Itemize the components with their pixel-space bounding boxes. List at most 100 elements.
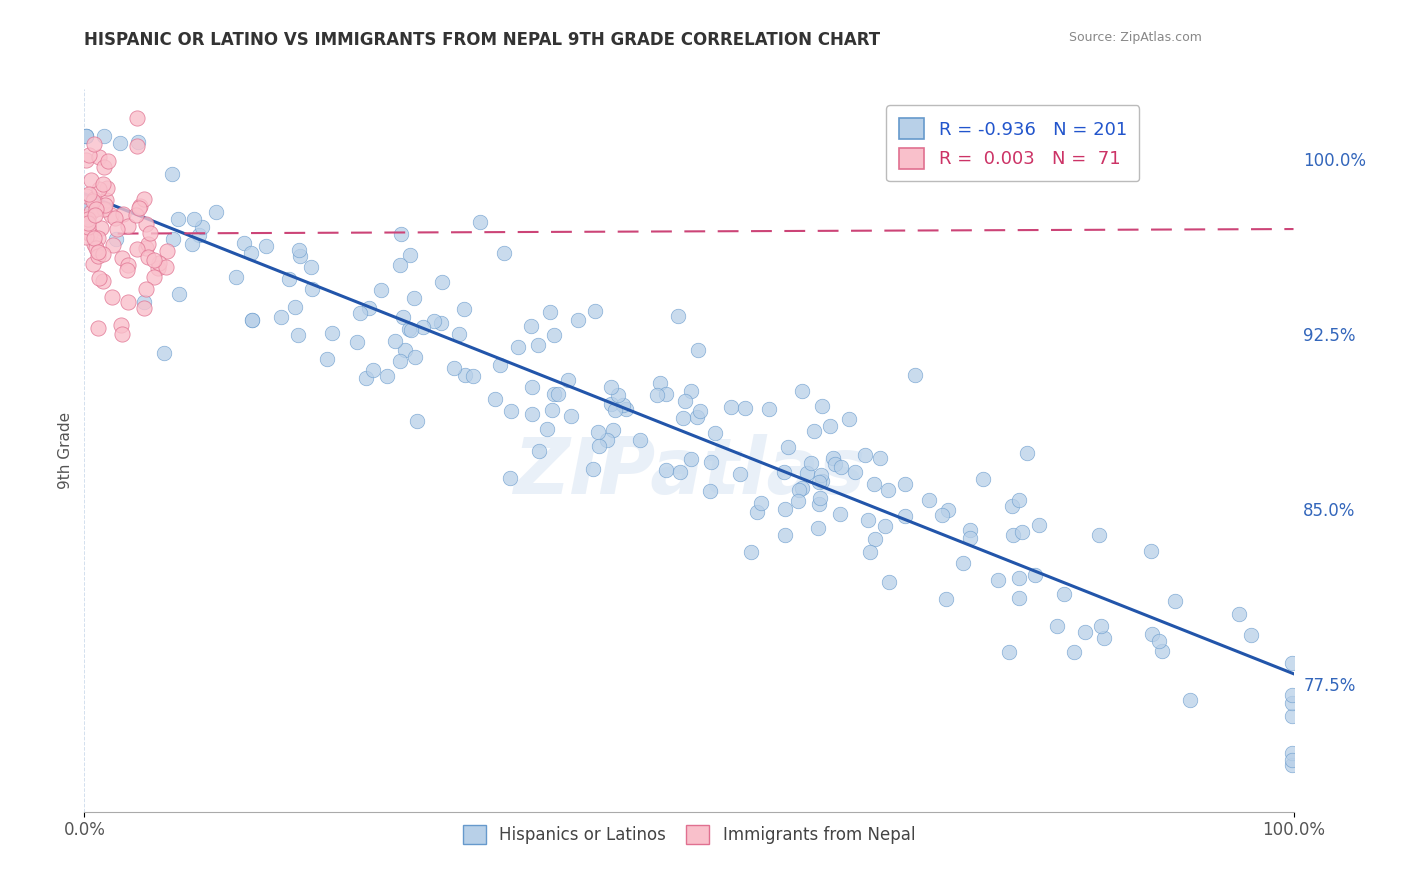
Point xyxy=(240,246,263,260)
Point xyxy=(83,230,105,244)
Y-axis label: 9th Grade: 9th Grade xyxy=(58,412,73,489)
Point xyxy=(1227,607,1250,621)
Point xyxy=(1178,692,1201,706)
Point xyxy=(758,401,780,416)
Point xyxy=(808,491,831,505)
Point xyxy=(959,523,981,537)
Point xyxy=(139,226,162,240)
Point xyxy=(520,407,543,421)
Point xyxy=(94,197,117,211)
Point xyxy=(453,302,475,317)
Point xyxy=(796,466,818,480)
Point xyxy=(142,253,165,268)
Point xyxy=(104,232,127,246)
Point xyxy=(284,300,307,314)
Point xyxy=(810,475,832,489)
Point xyxy=(499,471,522,485)
Point xyxy=(800,456,823,470)
Point xyxy=(959,531,981,545)
Point xyxy=(1281,753,1303,767)
Point xyxy=(398,247,420,261)
Point xyxy=(583,303,606,318)
Point xyxy=(877,483,900,497)
Point xyxy=(612,399,634,413)
Point xyxy=(821,451,844,466)
Point xyxy=(93,246,115,260)
Point xyxy=(1281,758,1303,772)
Point xyxy=(1092,631,1115,645)
Point xyxy=(1140,626,1163,640)
Point xyxy=(166,212,188,227)
Point xyxy=(543,327,565,342)
Point xyxy=(904,368,927,382)
Point xyxy=(146,261,169,276)
Point xyxy=(301,282,323,296)
Point xyxy=(225,270,247,285)
Point xyxy=(75,207,97,221)
Point xyxy=(987,573,1010,587)
Point xyxy=(602,424,624,438)
Point xyxy=(461,368,484,383)
Point xyxy=(135,217,157,231)
Point xyxy=(931,508,953,522)
Point xyxy=(1147,633,1170,648)
Point xyxy=(391,310,413,324)
Point xyxy=(603,403,626,417)
Point xyxy=(1063,645,1085,659)
Point xyxy=(233,236,256,251)
Point xyxy=(1008,493,1031,508)
Point xyxy=(775,501,797,516)
Point xyxy=(87,230,110,244)
Point xyxy=(648,376,671,391)
Point xyxy=(398,322,420,336)
Point xyxy=(93,128,115,143)
Point xyxy=(75,210,97,224)
Point xyxy=(84,242,107,256)
Point xyxy=(645,388,668,402)
Point xyxy=(869,451,891,466)
Point xyxy=(75,200,97,214)
Point xyxy=(75,153,97,167)
Point xyxy=(1028,517,1050,532)
Point xyxy=(394,343,416,358)
Point xyxy=(501,404,523,418)
Point xyxy=(138,250,160,264)
Point xyxy=(87,249,110,263)
Point xyxy=(952,557,974,571)
Point xyxy=(972,472,994,486)
Point xyxy=(423,314,446,328)
Point xyxy=(75,189,97,203)
Point xyxy=(108,136,131,150)
Point xyxy=(270,310,292,324)
Point xyxy=(700,455,723,469)
Point xyxy=(169,287,191,301)
Point xyxy=(75,195,97,210)
Point xyxy=(117,295,139,310)
Point xyxy=(468,215,491,229)
Point xyxy=(76,212,98,227)
Point xyxy=(83,137,105,152)
Point xyxy=(865,532,887,546)
Point xyxy=(918,493,941,508)
Point xyxy=(77,219,100,234)
Point xyxy=(91,274,114,288)
Point xyxy=(541,403,564,417)
Point xyxy=(557,373,579,387)
Point xyxy=(443,360,465,375)
Point xyxy=(547,387,569,401)
Point xyxy=(110,318,132,332)
Point xyxy=(449,326,471,341)
Point xyxy=(384,334,406,348)
Point xyxy=(1008,571,1031,585)
Point xyxy=(1011,525,1033,540)
Point xyxy=(673,393,696,408)
Point xyxy=(586,425,609,440)
Point xyxy=(935,591,957,606)
Point xyxy=(388,354,411,368)
Point xyxy=(288,243,311,257)
Point xyxy=(117,258,139,272)
Point xyxy=(810,468,832,483)
Point xyxy=(838,412,860,426)
Point xyxy=(489,358,512,372)
Point xyxy=(75,128,97,143)
